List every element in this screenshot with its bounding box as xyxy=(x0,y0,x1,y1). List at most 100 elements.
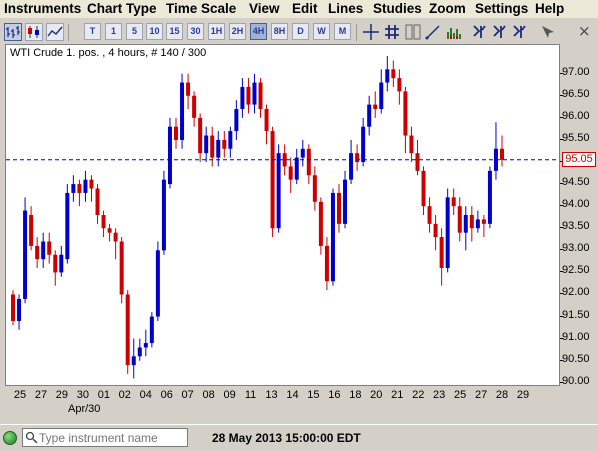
x-tick-label: 28 xyxy=(495,389,509,401)
candle xyxy=(379,69,384,114)
line-chart-icon[interactable] xyxy=(46,23,64,41)
timeframe-m-button[interactable]: M xyxy=(334,23,351,40)
candle xyxy=(397,69,402,105)
candle xyxy=(77,179,82,207)
x-tick-label: 06 xyxy=(160,389,173,401)
candle xyxy=(246,78,251,114)
menu-instruments[interactable]: Instruments xyxy=(4,1,82,16)
timeframe-10-button[interactable]: 10 xyxy=(146,23,163,40)
y-tick-mark xyxy=(560,94,563,96)
candle-body xyxy=(23,210,28,299)
candle-body xyxy=(71,184,76,193)
candle xyxy=(41,232,46,268)
candle-body xyxy=(119,241,124,295)
candle-body xyxy=(137,347,142,357)
bar-chart-type-icon[interactable] xyxy=(4,23,22,41)
y-tick-mark xyxy=(560,315,563,317)
candle-body xyxy=(180,82,185,140)
menu-studies[interactable]: Studies xyxy=(373,1,422,16)
y-tick-mark xyxy=(560,271,563,273)
candle xyxy=(210,126,215,167)
timeframe-5-button[interactable]: 5 xyxy=(126,23,143,40)
candle xyxy=(23,197,28,304)
candle xyxy=(113,228,118,260)
timeframe-1h-button[interactable]: 1H xyxy=(208,23,225,40)
draw-line-icon[interactable] xyxy=(424,23,442,41)
candle-body xyxy=(264,109,269,132)
candle-body xyxy=(149,316,154,344)
candle xyxy=(35,237,40,268)
timeframe-t-button[interactable]: T xyxy=(84,23,101,40)
volume-bars-icon[interactable] xyxy=(445,23,463,41)
candle-body xyxy=(500,148,504,160)
candle xyxy=(337,184,341,233)
menu-lines[interactable]: Lines xyxy=(328,1,364,16)
instrument-search-input[interactable] xyxy=(39,430,184,445)
menu-zoom[interactable]: Zoom xyxy=(429,1,466,16)
candle xyxy=(228,126,233,158)
menu-edit[interactable]: Edit xyxy=(292,1,318,16)
move-right-icon[interactable] xyxy=(491,23,509,41)
price-plot[interactable]: WTI Crude 1. pos. , 4 hours, # 140 / 300 xyxy=(5,44,560,386)
y-tick-mark xyxy=(560,161,563,162)
candle-body xyxy=(192,95,197,118)
chart-title: WTI Crude 1. pos. , 4 hours, # 140 / 300 xyxy=(10,47,207,59)
timeframe-2h-button[interactable]: 2H xyxy=(229,23,246,40)
x-tick-label: 18 xyxy=(349,389,362,401)
timeframe-4h-button[interactable]: 4H xyxy=(250,23,267,40)
timeframe-w-button[interactable]: W xyxy=(313,23,330,40)
x-tick-label: 13 xyxy=(265,389,278,401)
candle xyxy=(252,73,257,114)
x-tick-label: 23 xyxy=(433,389,446,401)
y-tick-mark xyxy=(560,227,563,229)
y-tick-label: 96.50 xyxy=(562,87,590,100)
candle-body xyxy=(270,131,275,229)
candle-body xyxy=(427,206,432,224)
candle xyxy=(143,329,148,357)
split-view-icon[interactable] xyxy=(404,23,422,41)
candle xyxy=(264,104,269,145)
menu-settings[interactable]: Settings xyxy=(475,1,529,16)
crosshair-icon[interactable] xyxy=(362,23,380,41)
candle-body xyxy=(367,104,372,127)
y-tick-label: 94.50 xyxy=(562,176,590,189)
x-tick-label: 15 xyxy=(307,389,320,401)
timeframe-15-button[interactable]: 15 xyxy=(166,23,183,40)
grid-icon[interactable] xyxy=(383,23,401,41)
move-left-icon[interactable] xyxy=(471,23,489,41)
candle-body xyxy=(469,215,474,229)
candle-body xyxy=(95,188,100,215)
search-icon xyxy=(25,431,38,444)
candle xyxy=(47,232,52,264)
candle xyxy=(415,139,420,176)
y-tick-label: 90.00 xyxy=(562,374,590,387)
candle xyxy=(409,126,414,163)
menu-help[interactable]: Help xyxy=(535,1,565,16)
close-chart-icon[interactable]: ⨯ xyxy=(578,23,591,40)
candle-body xyxy=(216,139,221,158)
candle xyxy=(29,206,34,251)
menu-time-scale[interactable]: Time Scale xyxy=(166,1,237,16)
candle-body xyxy=(228,131,233,149)
y-tick-mark xyxy=(560,138,563,140)
candle-body xyxy=(65,192,70,260)
y-axis: 97.0096.5096.0095.5095.0094.5094.0093.50… xyxy=(560,44,598,386)
x-tick-label: 27 xyxy=(474,389,488,401)
candlestick-chart-icon[interactable] xyxy=(25,23,43,41)
x-tick-label: 09 xyxy=(223,389,236,401)
y-tick-mark xyxy=(560,205,563,207)
timeframe-8h-button[interactable]: 8H xyxy=(271,23,288,40)
y-tick-label: 93.50 xyxy=(562,220,590,233)
timeframe-1-button[interactable]: 1 xyxy=(105,23,122,40)
candle xyxy=(330,188,335,286)
menu-chart-type[interactable]: Chart Type xyxy=(87,1,157,16)
zoom-in-icon[interactable] xyxy=(511,23,529,41)
x-tick-label: 16 xyxy=(328,389,341,401)
candle-body xyxy=(131,356,136,366)
instrument-search[interactable] xyxy=(22,428,188,447)
timeframe-d-button[interactable]: D xyxy=(292,23,309,40)
menu-view[interactable]: View xyxy=(249,1,280,16)
pointer-tool-icon[interactable] xyxy=(539,23,557,41)
timeframe-30-button[interactable]: 30 xyxy=(187,23,204,40)
candle-body xyxy=(330,192,335,282)
